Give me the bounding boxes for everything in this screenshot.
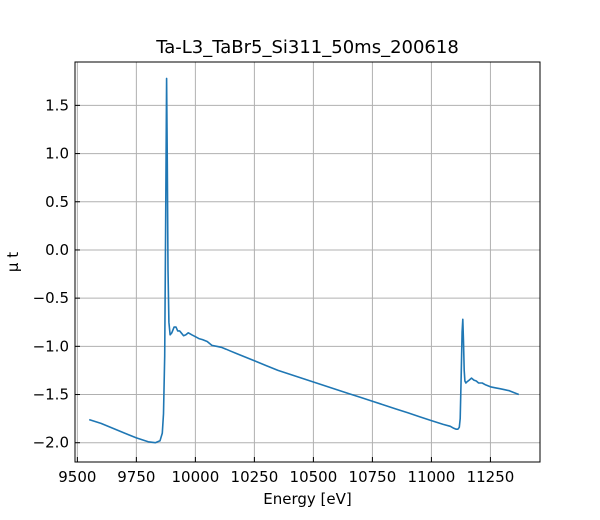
- y-axis-title: μ t: [4, 252, 22, 272]
- ticks: 9500 9750 10000 10250 10500 10750 11000 11250 −2…: [33, 96, 515, 486]
- chart-title: Ta-L3_TaBr5_Si311_50ms_200618: [155, 37, 459, 58]
- y-tick-label: 0.5: [45, 193, 69, 211]
- y-tick-label: 1.5: [45, 96, 69, 114]
- x-tick-label: 10000: [172, 468, 220, 486]
- grid: [75, 62, 540, 462]
- y-tick-label: −1.0: [33, 337, 69, 355]
- x-tick-label: 11250: [467, 468, 515, 486]
- y-tick-label: 0.0: [45, 241, 69, 259]
- series-line: [88, 77, 520, 444]
- x-tick-label: 9750: [117, 468, 155, 486]
- series-layer: [88, 77, 520, 444]
- plot-frame: [74, 61, 541, 463]
- y-tick-label: −2.0: [33, 434, 69, 452]
- y-tick-label: −1.5: [33, 386, 69, 404]
- x-tick-label: 11000: [408, 468, 456, 486]
- x-tick-label: 10500: [290, 468, 338, 486]
- x-tick-label: 10250: [231, 468, 279, 486]
- x-axis-title: Energy [eV]: [263, 490, 351, 508]
- y-tick-label: 1.0: [45, 145, 69, 163]
- x-tick-label: 9500: [58, 468, 96, 486]
- y-tick-label: −0.5: [33, 289, 69, 307]
- x-tick-label: 10750: [349, 468, 397, 486]
